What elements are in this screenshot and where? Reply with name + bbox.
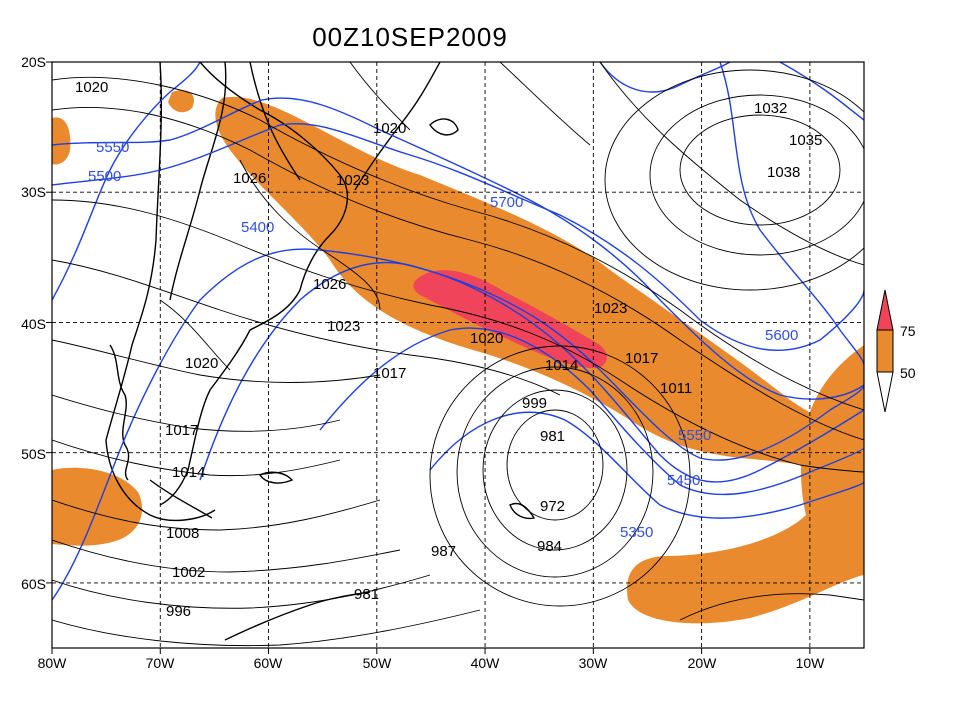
pressure-label: 1002: [172, 564, 205, 581]
pressure-label: 1023: [594, 300, 627, 317]
thickness-label: 5600: [765, 327, 798, 344]
pressure-label: 972: [540, 498, 565, 515]
plot-frame: [51, 61, 865, 649]
pressure-label: 987: [431, 543, 456, 560]
axis-tick-marks: [46, 61, 811, 654]
lat-tick-label: 60S: [21, 576, 46, 592]
pressure-label: 981: [540, 428, 565, 445]
pressure-label: 1017: [165, 422, 198, 439]
lon-tick-label: 20W: [688, 655, 718, 671]
pressure-label: 1023: [327, 318, 360, 335]
pressure-label: 984: [537, 538, 562, 555]
legend-swatch-50: [876, 329, 894, 373]
pressure-label: 1014: [545, 357, 578, 374]
legend-label-75: 75: [900, 323, 916, 339]
jet-shading-50: [52, 90, 864, 624]
lon-tick-label: 60W: [254, 655, 284, 671]
pressure-label: 1020: [470, 330, 503, 347]
lat-tick-label: 50S: [21, 446, 46, 462]
pressure-label: 1023: [336, 172, 369, 189]
thickness-label: 5450: [667, 472, 700, 489]
legend-label-50: 50: [900, 365, 916, 381]
lon-tick-label: 50W: [363, 655, 393, 671]
thickness-label: 5500: [88, 168, 121, 185]
thickness-label: 5550: [678, 427, 711, 444]
lon-tick-label: 30W: [579, 655, 609, 671]
lat-tick-label: 40S: [21, 316, 46, 332]
pressure-label: 1011: [660, 380, 692, 397]
lon-tick-label: 40W: [471, 655, 501, 671]
pressure-label: 1020: [185, 355, 218, 372]
longitude-axis-labels: 80W 70W 60W 50W 40W 30W 20W 10W: [38, 655, 826, 671]
thickness-label: 5550: [96, 139, 129, 156]
pressure-contours: [52, 62, 864, 647]
map-title: 00Z10SEP2009: [312, 22, 508, 52]
lat-tick-label: 20S: [21, 54, 46, 70]
graticule: [52, 62, 864, 648]
pressure-label: 981: [354, 586, 379, 603]
thickness-label: 5400: [241, 219, 274, 236]
pressure-label: 996: [166, 603, 191, 620]
lat-tick-label: 30S: [21, 184, 46, 200]
pressure-label: 1026: [313, 276, 346, 293]
pressure-contour-labels: 1020 1026 1020 1023 1026 1023 1020 1017 …: [75, 79, 822, 620]
thickness-contours: [52, 62, 864, 601]
pressure-label: 1014: [172, 464, 205, 481]
legend-swatch-below: [876, 371, 894, 413]
legend-swatch-75: [876, 289, 894, 331]
pressure-label: 1020: [75, 79, 108, 96]
lon-tick-label: 10W: [796, 655, 826, 671]
latitude-axis-labels: 20S 30S 40S 50S 60S: [21, 54, 46, 592]
pressure-label: 1017: [625, 350, 658, 367]
pressure-label: 1008: [166, 525, 199, 542]
pressure-label: 1017: [373, 365, 406, 382]
thickness-label: 5700: [490, 194, 523, 211]
pressure-label: 999: [522, 395, 547, 412]
pressure-label: 1026: [233, 170, 266, 187]
lon-tick-label: 70W: [146, 655, 176, 671]
pressure-label: 1035: [789, 132, 822, 149]
pressure-label: 1038: [767, 164, 800, 181]
pressure-label: 1020: [373, 120, 406, 137]
pressure-label: 1032: [754, 100, 787, 117]
thickness-contour-labels: 5550 5500 5400 5700 5600 5550 5450 5350: [88, 139, 798, 541]
lon-tick-label: 80W: [38, 655, 68, 671]
thickness-label: 5350: [620, 524, 653, 541]
color-legend: 75 50: [876, 289, 916, 413]
